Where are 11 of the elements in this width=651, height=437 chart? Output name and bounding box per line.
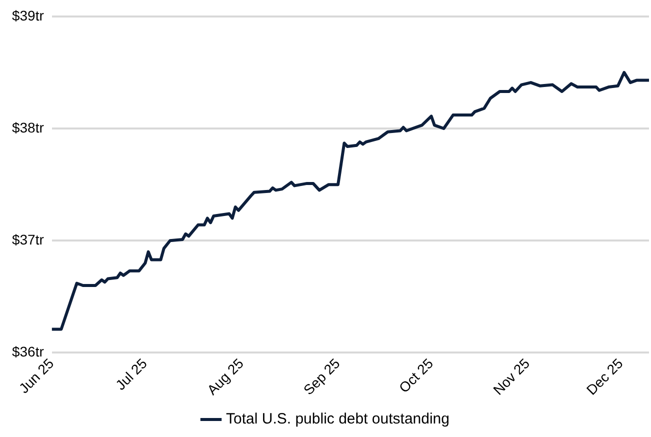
y-tick-label: $36tr xyxy=(12,344,44,360)
x-tick-label: Oct 25 xyxy=(396,355,436,396)
x-tick-label: Nov 25 xyxy=(490,355,533,398)
y-tick-label: $38tr xyxy=(12,119,44,136)
x-tick-label: Aug 25 xyxy=(204,355,247,398)
legend-label: Total U.S. public debt outstanding xyxy=(226,410,450,428)
y-tick-label: $39tr xyxy=(12,7,44,24)
y-tick-label: $37tr xyxy=(12,231,44,248)
x-tick-label: Jul 25 xyxy=(112,355,150,393)
x-tick-label: Sep 25 xyxy=(300,355,344,398)
x-tick-label: Dec 25 xyxy=(583,355,626,398)
